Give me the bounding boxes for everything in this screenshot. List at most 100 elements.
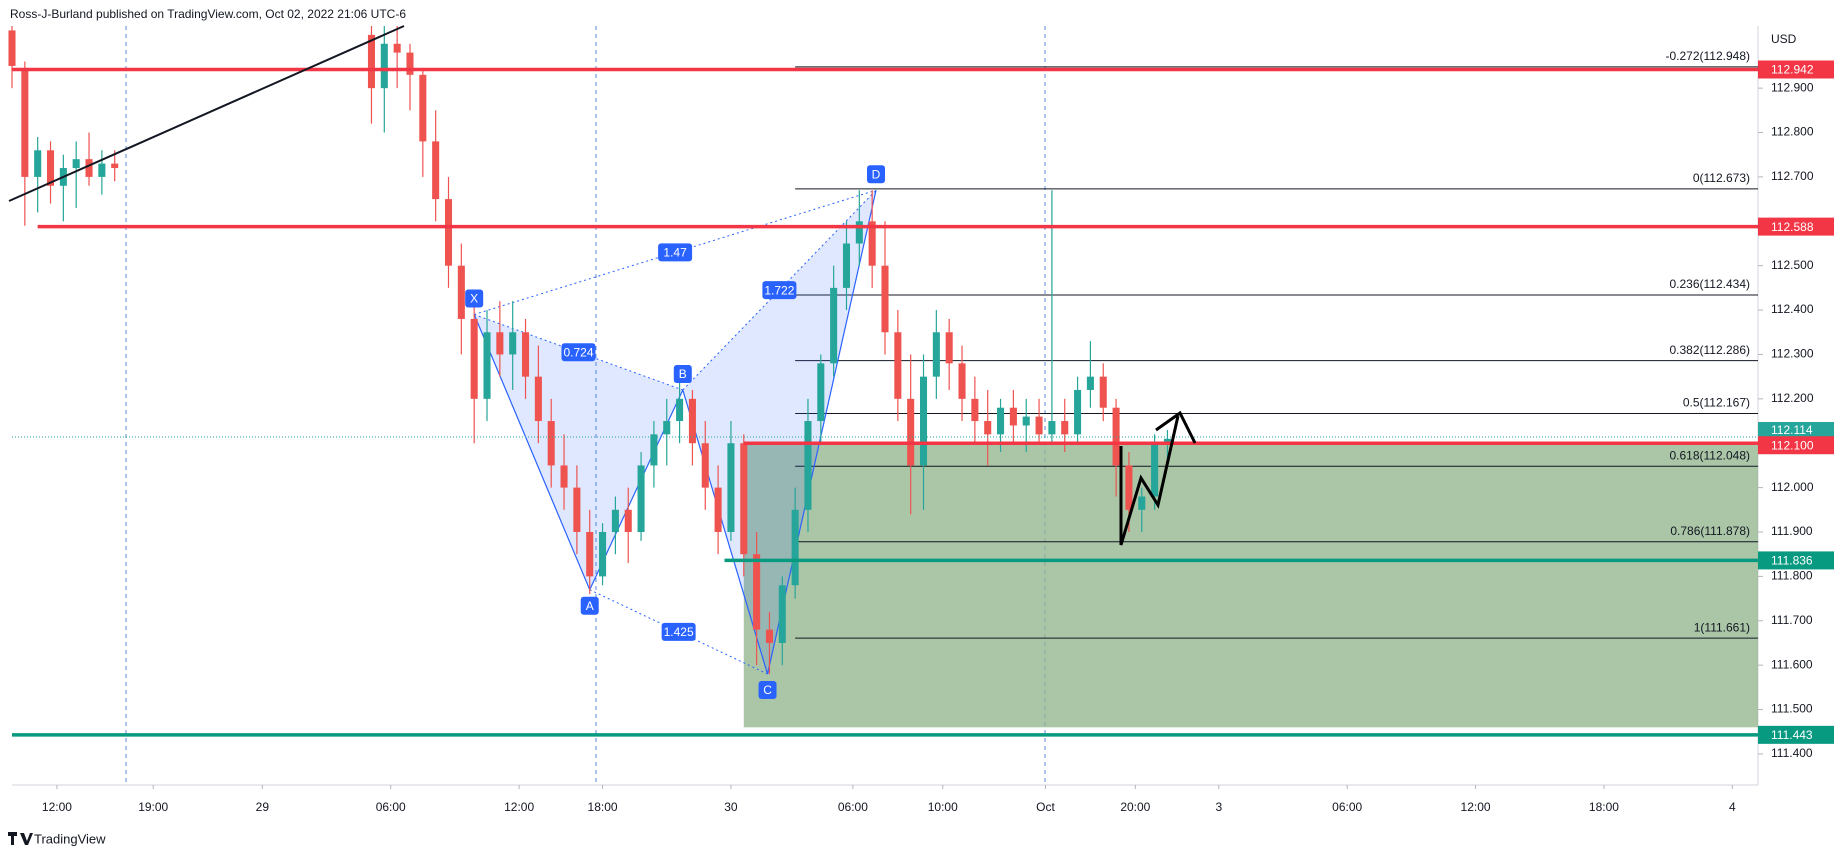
candle-body [688,398,696,444]
candle-body [547,421,555,466]
price-tag-label: 112.942 [1771,63,1814,77]
candle-body [997,407,1005,435]
ratio-box [658,243,693,262]
candle-body [1125,465,1133,510]
candle-body [740,443,748,555]
candle-body [72,159,80,169]
x-tick-label: 06:00 [1332,800,1362,814]
fib-label: 0.618(112.048) [1669,448,1750,462]
candle-body [573,487,581,532]
footer-logo [8,832,33,845]
candle-body [945,332,953,364]
y-tick-label: 112.200 [1771,391,1814,405]
candle-body [521,332,530,377]
candle-body [727,443,735,532]
x-tick-label: 10:00 [928,800,958,814]
x-tick-label: 3 [1215,800,1222,814]
point-label: X [470,292,478,306]
point-box [867,165,886,184]
candle-body [919,376,928,466]
candle-body [393,43,401,53]
candle-body [868,221,876,266]
candle-body [881,265,889,333]
candle-body [817,363,825,422]
ratio-label: 0.724 [563,345,593,359]
pattern-leg [473,314,591,590]
y-tick-label: 111.700 [1771,613,1813,627]
candle-body [1086,376,1094,390]
point-box [465,289,484,308]
candle-body [894,332,902,399]
arrow-head [1155,410,1197,444]
y-tick-label: 112.700 [1771,169,1814,183]
candle-body [650,434,658,466]
candle-body [586,532,594,577]
y-tick-label: 112.500 [1771,258,1814,272]
candle-body [663,421,671,435]
candle-body [958,363,966,399]
currency: USD [1771,32,1797,46]
candle-body [804,421,812,510]
candle-body [701,443,709,488]
fib-label: 0.5(112.167) [1683,396,1750,410]
candle-body [560,465,568,488]
price-tag [1758,551,1834,570]
zone [743,443,1758,728]
y-tick-label: 112.800 [1771,125,1814,139]
candle-body [406,52,414,75]
candle-body [714,487,722,532]
candle-body [1138,496,1146,510]
point-box [673,364,692,383]
candle-body [855,221,863,244]
y-tick-label: 111.600 [1771,657,1813,671]
x-tick-label: 18:00 [588,800,618,814]
fib-label: 0.236(112.434) [1669,277,1750,291]
x-tick-label: 06:00 [838,800,868,814]
candle-body [444,199,453,266]
candle-body [21,70,29,177]
candle-body [676,398,684,422]
candle-body [534,376,542,422]
candle-body [85,159,93,177]
ratio-box [661,622,696,641]
x-tick-label: 06:00 [376,800,406,814]
trend-line [8,25,405,202]
candle-body [791,509,799,586]
candle-body [419,74,427,142]
projection-arrow [1119,415,1180,546]
point-label: B [679,367,687,381]
fib-label: 1(111.661) [1694,620,1750,634]
ratio-box [762,281,797,300]
x-tick-label: Oct [1036,800,1055,814]
y-tick-label: 111.900 [1771,524,1813,538]
y-tick-label: 111.500 [1771,702,1813,716]
price-tag-label: 112.100 [1771,438,1814,452]
x-tick-label: 19:00 [138,800,168,814]
y-tick-label: 111.800 [1771,569,1813,583]
candle-body [457,265,465,319]
candle-body [778,585,786,643]
candle-body [496,332,504,355]
candle-body [984,421,992,435]
candle-body [842,243,851,288]
x-tick-label: 4 [1729,800,1736,814]
candle-body [1035,416,1043,435]
x-tick-label: 29 [256,800,270,814]
candle-body [470,318,478,399]
candle-body [1163,438,1171,444]
candle-body [830,287,838,364]
candle-body [1022,416,1030,426]
price-tag [1758,436,1834,455]
candle-body [98,163,106,177]
price-tag [1758,217,1834,236]
fib-label: 0.786(111.878) [1670,524,1750,538]
x-tick-label: 12:00 [1461,800,1491,814]
y-tick-label: 112.900 [1771,80,1814,94]
footer: TradingView [34,831,106,846]
candle-body [971,398,979,422]
current-tag-label: 112.114 [1771,423,1813,437]
x-tick-label: 12:00 [504,800,534,814]
candle-body [46,150,55,186]
x-tick-label: 18:00 [1589,800,1619,814]
